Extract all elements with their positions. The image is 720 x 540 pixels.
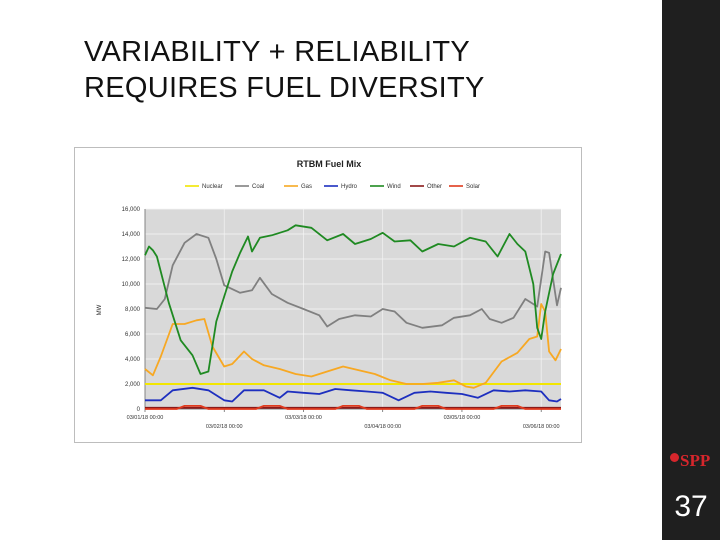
- spp-logo-icon: [670, 453, 679, 462]
- legend-label: Nuclear: [202, 184, 223, 190]
- legend-label: Coal: [252, 184, 264, 190]
- x-tick-label: 03/05/18 00:00: [444, 415, 481, 421]
- legend-label: Other: [427, 184, 442, 190]
- spp-logo-text: SPP: [680, 451, 711, 470]
- x-tick-label: 03/03/18 00:00: [285, 415, 322, 421]
- chart-legend: Nuclear Coal Gas Hydro Wind Other Solar: [185, 184, 480, 190]
- legend-label: Hydro: [341, 184, 358, 190]
- page-number: 37: [674, 490, 708, 523]
- side-bar: [662, 0, 720, 540]
- slide-title-line-1: VARIABILITY + RELIABILITY: [84, 36, 471, 68]
- y-tick-label: 6,000: [125, 332, 141, 338]
- y-tick-label: 2,000: [125, 382, 141, 388]
- y-tick-label: 16,000: [122, 207, 141, 213]
- legend-label: Solar: [466, 184, 480, 190]
- x-tick-label: 03/02/18 00:00: [206, 424, 243, 430]
- y-axis: 0 2,000 4,000 6,000 8,000 10,000 12,000 14,000 1…: [122, 207, 146, 413]
- y-tick-label: 4,000: [125, 357, 141, 363]
- spp-logo: SPP: [670, 451, 716, 477]
- y-tick-label: 14,000: [122, 232, 141, 238]
- slide-title-line-2: REQUIRES FUEL DIVERSITY: [84, 72, 485, 104]
- y-tick-label: 12,000: [122, 257, 141, 263]
- legend-label: Gas: [301, 184, 312, 190]
- legend-label: Wind: [387, 184, 401, 190]
- x-tick-label: 03/06/18 00:00: [523, 424, 560, 430]
- chart-series: [144, 224, 562, 410]
- chart-title: RTBM Fuel Mix: [297, 159, 362, 169]
- chart-svg: RTBM Fuel Mix Nuclear Coal Gas Hydro Wind Oth…: [97, 159, 562, 430]
- y-axis-label: MW: [97, 304, 103, 315]
- series-line-gas: [144, 303, 562, 389]
- fuel-mix-chart: RTBM Fuel Mix Nuclear Coal Gas Hydro Wind Oth…: [74, 147, 582, 443]
- x-tick-label: 03/01/18 00:00: [127, 415, 164, 421]
- y-tick-label: 8,000: [125, 307, 141, 313]
- series-line-hydro: [145, 386, 562, 403]
- slide-title: VARIABILITY + RELIABILITY REQUIRES FUEL …: [84, 34, 644, 106]
- series-line-solar: [145, 405, 561, 410]
- series-line-wind: [144, 224, 562, 375]
- y-tick-label: 10,000: [122, 282, 141, 288]
- x-axis: 03/01/18 00:00 03/02/18 00:00 03/03/18 00:…: [127, 408, 561, 430]
- series-line-coal: [144, 233, 562, 329]
- y-tick-label: 0: [137, 407, 141, 413]
- x-tick-label: 03/04/18 00:00: [364, 424, 401, 430]
